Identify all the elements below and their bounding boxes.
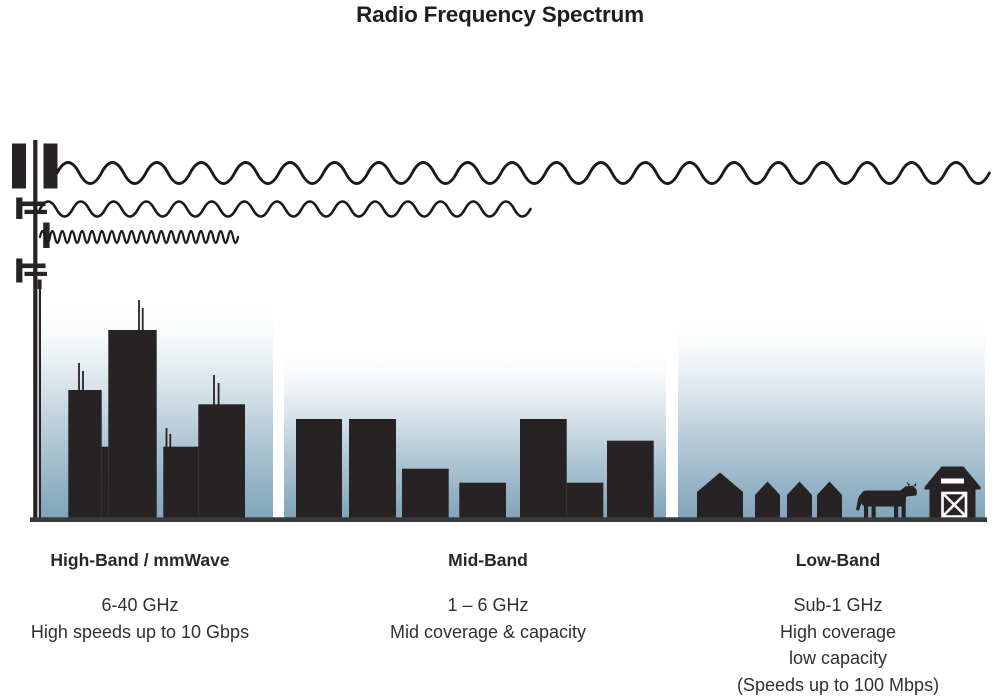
band-heading: High-Band / mmWave xyxy=(50,550,230,570)
band-label-high-band: High-Band / mmWave 6-40 GHz High speeds … xyxy=(20,550,260,645)
mid-band-skyline-icon xyxy=(296,419,654,520)
rooftop-antennas xyxy=(78,300,220,447)
cow-icon xyxy=(856,481,917,520)
barn-loft-vent xyxy=(941,478,964,484)
ground-line xyxy=(30,517,987,522)
page-title: Radio Frequency Spectrum xyxy=(356,2,644,27)
band-description: High speeds up to 10 Gbps xyxy=(30,621,250,642)
high-frequency-wave-icon xyxy=(38,229,240,245)
low-band-countryside-icon xyxy=(697,466,981,520)
house-icon xyxy=(787,481,812,518)
band-frequency-range: Sub-1 GHz xyxy=(793,595,883,615)
band-frequency-range: 1 – 6 GHz xyxy=(447,595,529,615)
band-label-low-band: Low-Band Sub-1 GHz High coverage low cap… xyxy=(688,550,988,698)
band-frequency-range: 6-40 GHz xyxy=(101,595,179,615)
mid-frequency-wave-icon xyxy=(38,200,532,218)
band-heading: Mid-Band xyxy=(448,550,528,570)
house-icon xyxy=(755,481,780,518)
band-label-mid-band: Mid-Band 1 – 6 GHz Mid coverage & capaci… xyxy=(328,550,648,645)
low-frequency-wave-icon xyxy=(55,161,991,185)
band-heading: Low-Band xyxy=(795,550,881,570)
cell-tower-icon xyxy=(12,140,58,520)
radio-waves xyxy=(38,161,991,245)
spectrum-illustration xyxy=(12,140,991,522)
barn-crossbuck-door xyxy=(941,491,968,518)
band-description: (Speeds up to 100 Mbps) xyxy=(736,674,940,695)
house-icon xyxy=(697,472,743,518)
band-description: Mid coverage & capacity xyxy=(389,621,587,642)
band-description: High coverage xyxy=(779,621,897,642)
barn-icon xyxy=(924,466,981,518)
high-band-skyline-icon xyxy=(68,300,245,520)
band-description: low capacity xyxy=(788,648,888,668)
house-icon xyxy=(817,481,842,518)
